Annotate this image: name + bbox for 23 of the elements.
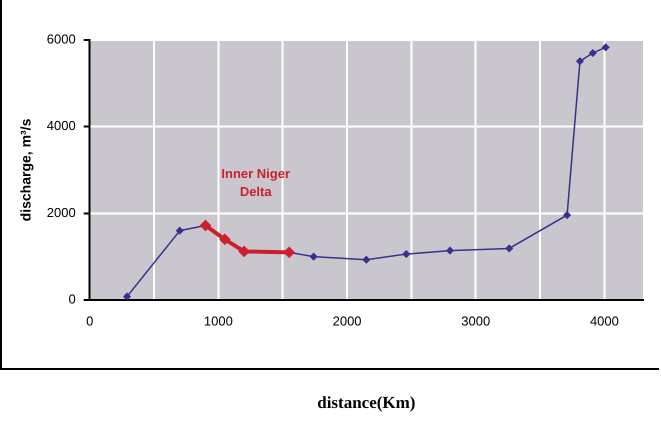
x-axis-title: distance(Km)	[317, 393, 416, 412]
point	[602, 44, 610, 52]
point	[402, 250, 410, 258]
y-tick-label: 0	[68, 292, 76, 307]
y-tick-label: 6000	[46, 32, 76, 47]
y-tick-label: 4000	[46, 118, 76, 134]
point	[563, 211, 571, 219]
point	[362, 256, 370, 264]
point	[123, 292, 131, 300]
y-axis-title: discharge, m³/s	[17, 118, 34, 222]
x-tick-label: 0	[86, 313, 94, 328]
x-tick-label: 2000	[332, 313, 362, 328]
point	[310, 252, 318, 260]
point	[505, 244, 513, 252]
point	[446, 246, 454, 254]
x-tick-label: 1000	[204, 313, 233, 328]
x-tick-label: 4000	[590, 313, 619, 328]
point	[176, 226, 184, 234]
annotation: Inner Niger Delta	[221, 166, 290, 199]
x-tick-label: 3000	[461, 313, 490, 328]
point	[576, 57, 584, 65]
y-tick-label: 2000	[46, 204, 76, 220]
point	[589, 49, 597, 57]
